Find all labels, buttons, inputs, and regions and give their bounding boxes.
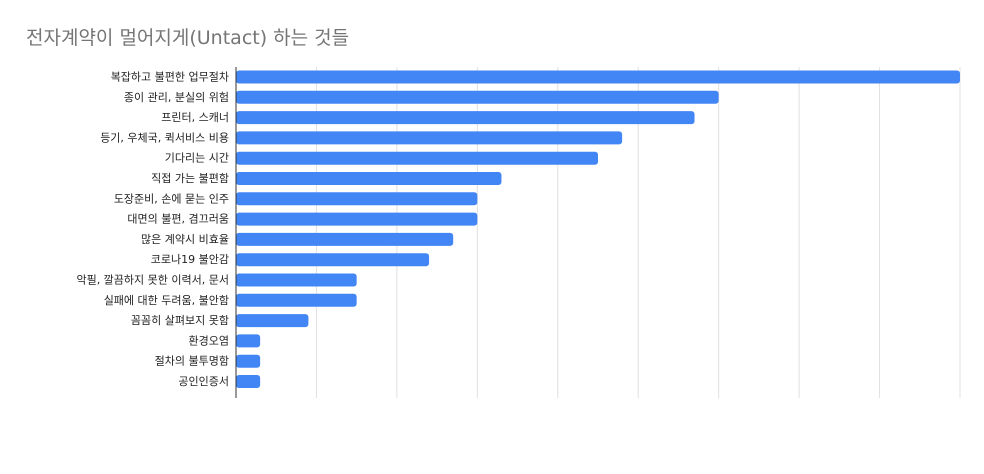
category-label: 직접 가는 불편함	[151, 172, 229, 185]
category-label: 도장준비, 손에 묻는 인주	[114, 192, 229, 205]
bar	[236, 375, 261, 388]
category-label: 대면의 불편, 겸끄러움	[127, 213, 229, 226]
bar	[236, 111, 695, 125]
bar	[236, 253, 430, 267]
category-label: 기다리는 시간	[165, 152, 229, 165]
bar	[236, 354, 261, 368]
bar	[236, 70, 960, 84]
bar	[236, 273, 357, 287]
bar	[236, 90, 719, 104]
category-label: 많은 계약시 비효율	[141, 232, 229, 246]
category-label: 절차의 불투명함	[155, 355, 229, 368]
category-label: 프린터, 스캐너	[161, 111, 229, 124]
category-label: 복잡하고 불편한 업무절차	[111, 70, 229, 84]
bar	[236, 293, 357, 307]
bar	[236, 131, 623, 145]
category-label: 등기, 우체국, 퀵서비스 비용	[100, 131, 229, 144]
bars	[236, 70, 960, 388]
category-label: 꼼꼼히 살펴보지 못함	[131, 313, 229, 327]
bar	[236, 232, 454, 246]
bar	[236, 151, 598, 165]
bar	[236, 212, 478, 226]
bar	[236, 334, 261, 348]
category-label: 환경오염	[189, 334, 229, 347]
category-label: 공인인증서	[178, 375, 229, 388]
bar	[236, 192, 478, 206]
category-label: 종이 관리, 분실의 위험	[124, 91, 229, 104]
bar	[236, 314, 309, 328]
category-label: 실패에 대한 두려움, 불안함	[104, 294, 229, 307]
chart-title: 전자계약이 멀어지게(Untact) 하는 것들	[26, 27, 350, 49]
gridlines	[315, 67, 961, 398]
category-label: 코로나19 불안감	[151, 253, 229, 266]
bar	[236, 172, 502, 185]
category-label: 악필, 깔끔하지 못한 이력서, 문서	[76, 273, 229, 287]
